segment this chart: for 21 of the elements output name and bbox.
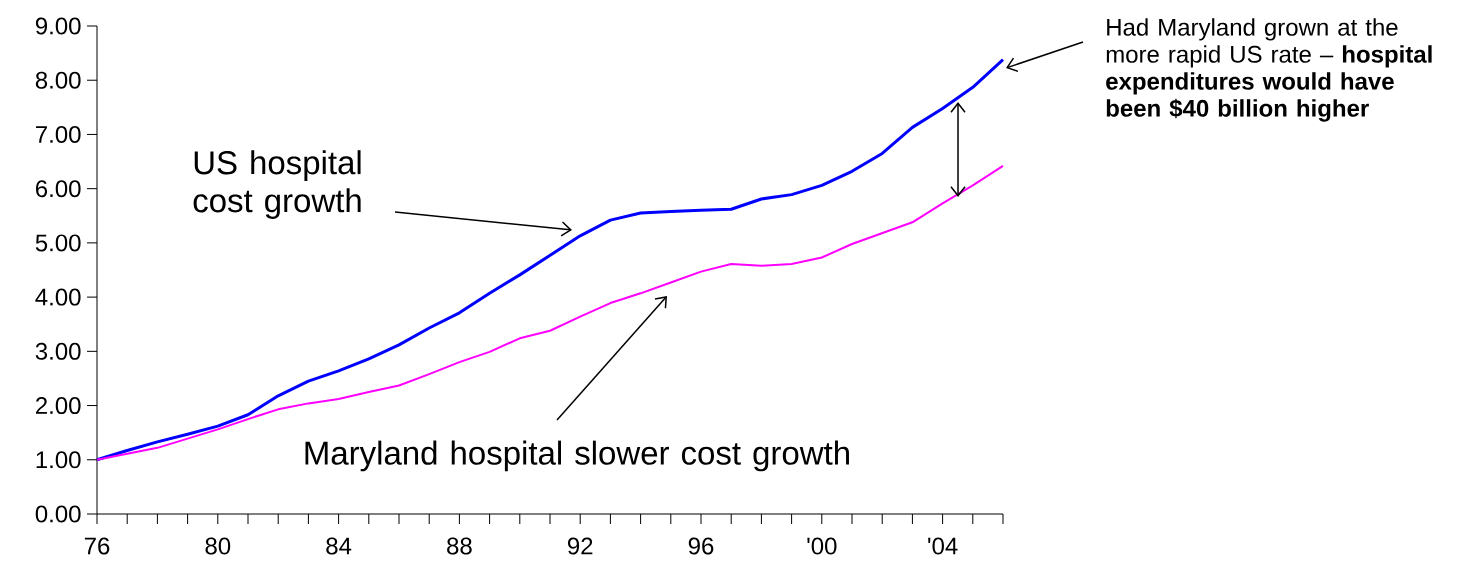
x-tick-label: '00 [807, 537, 837, 555]
annotation: Maryland hospital slower cost growth [305, 440, 849, 472]
y-tick-label: 9.00 [35, 17, 81, 35]
text: Had Maryland grown at the more rapid US rate – hospital expenditures would have been $40 billion higher [1106, 18, 1432, 122]
y-tick-label: 0.00 [35, 505, 81, 523]
y-tick-label: 5.00 [35, 234, 81, 252]
x-tick-label: 92 [567, 537, 593, 555]
annotation: US hospital cost growth [193, 150, 361, 219]
y-tick-label: 2.00 [36, 397, 81, 415]
x-tick-label: 96 [688, 537, 714, 555]
x-tick-label: '04 [928, 537, 958, 555]
x-tick-label: 88 [447, 537, 472, 555]
y-tick-label: 7.00 [36, 125, 81, 143]
y-tick-label: 6.00 [36, 180, 81, 198]
y-tick-label: 1.00 [36, 451, 81, 469]
y-tick-label: 4.00 [35, 288, 81, 306]
x-tick-label: 76 [84, 537, 110, 555]
x-tick-label: 84 [326, 537, 352, 555]
y-tick-label: 8.00 [35, 71, 81, 89]
y-tick-label: 3.00 [35, 342, 81, 360]
x-tick-label: 80 [205, 537, 231, 555]
